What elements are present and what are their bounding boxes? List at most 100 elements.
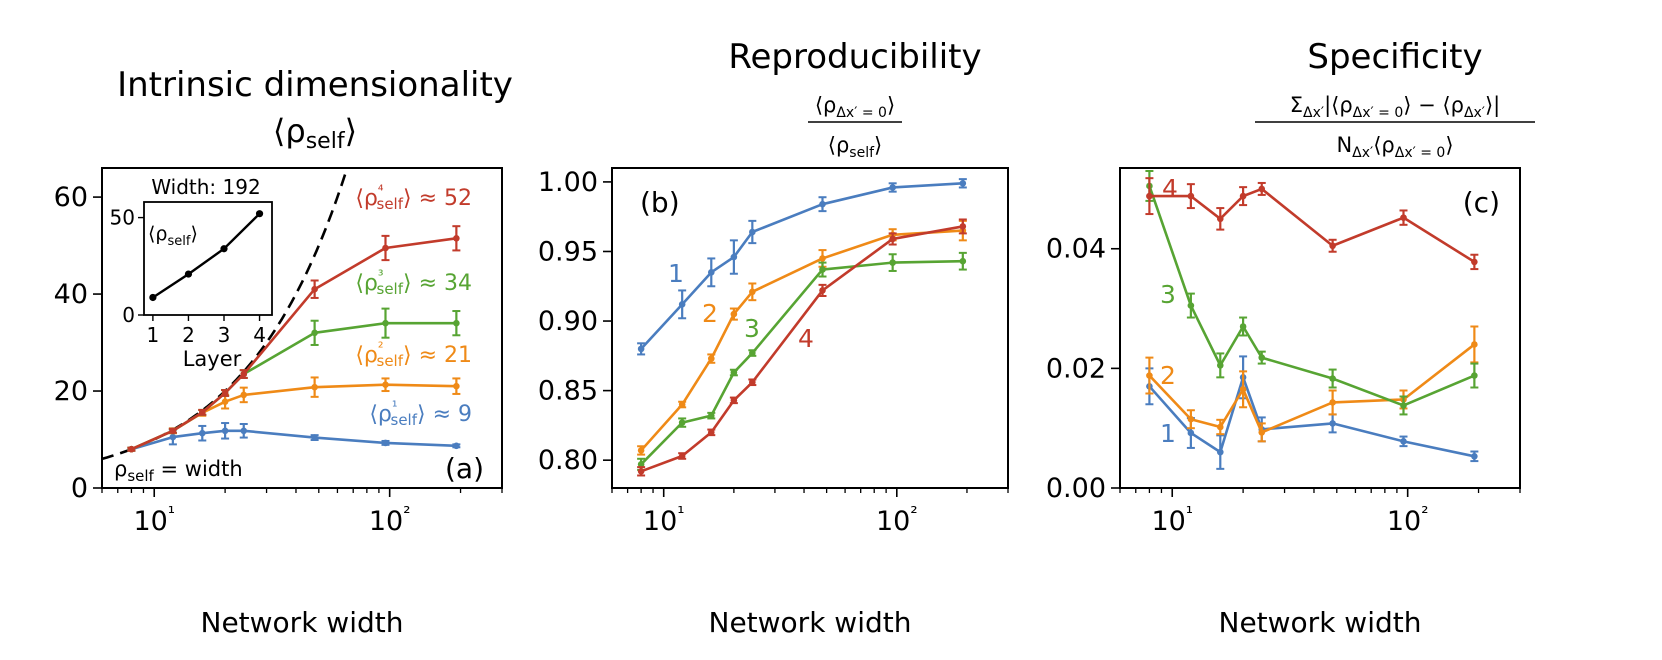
- series-label-4: 4: [798, 324, 814, 353]
- inset-point: [220, 245, 228, 253]
- data-point: [819, 200, 826, 208]
- data-point: [707, 412, 715, 419]
- data-point: [221, 427, 229, 435]
- inset-line: [152, 212, 261, 299]
- inset: 1 2 3 4 0 50 Width: 192 Layer ⟨ρself⟩: [110, 175, 273, 371]
- series-label-1: 1: [1160, 419, 1176, 448]
- data-point: [749, 349, 756, 357]
- panel-b-formula-numerator: ⟨ρΔx′ = 0⟩: [815, 93, 895, 121]
- panel-label: (a): [445, 452, 484, 485]
- data-point: [1239, 192, 1247, 200]
- data-point: [311, 383, 318, 391]
- data-point: [1187, 429, 1195, 437]
- data-point: [889, 235, 896, 243]
- data-point: [169, 427, 177, 435]
- y-tick-label: 0.80: [538, 445, 598, 476]
- panel-c-formula-denominator: NΔx′⟨ρΔx′ = 0⟩: [1336, 133, 1453, 161]
- plot-area: [637, 178, 967, 477]
- data-point: [1471, 452, 1478, 460]
- data-point: [1216, 423, 1224, 431]
- data-point: [678, 419, 686, 426]
- series-label-2: 2: [702, 299, 718, 328]
- inset-x-tick-label: 3: [218, 323, 231, 347]
- series-line-4: [130, 237, 457, 451]
- data-point: [959, 180, 967, 187]
- series-label-4: ⟨ρ⁴ self⟩ ≈ 52: [355, 183, 472, 213]
- inset-point: [184, 270, 193, 278]
- x-axis-label: Network width: [1219, 606, 1422, 639]
- data-point: [749, 228, 756, 236]
- series-line-4: [1149, 187, 1476, 264]
- data-point: [1400, 214, 1407, 221]
- data-point: [1216, 448, 1224, 456]
- x-tick-label: 10¹: [1151, 503, 1193, 537]
- series-line-1: [131, 429, 457, 451]
- series-line-1: [1148, 376, 1475, 458]
- panel-b-title: Reproducibility: [728, 37, 981, 77]
- data-point: [959, 257, 967, 265]
- data-point: [730, 369, 738, 376]
- data-point: [1471, 341, 1478, 348]
- data-point: [382, 439, 389, 447]
- panel-label: (b): [640, 186, 680, 219]
- data-point: [819, 255, 826, 262]
- x-tick-label: 10²: [1387, 503, 1429, 537]
- series-line-2: [1148, 343, 1476, 434]
- axes-frame: [1119, 167, 1521, 489]
- data-point: [1239, 323, 1247, 330]
- data-point: [1400, 402, 1407, 409]
- data-point: [1146, 192, 1153, 200]
- series-label-4: 4: [1162, 174, 1178, 203]
- panel-a-subtitle: ⟨ρself⟩: [273, 112, 357, 154]
- x-tick-label: 10¹: [643, 503, 685, 537]
- data-point: [1329, 375, 1336, 382]
- y-tick-label: 40: [54, 279, 88, 310]
- data-point: [221, 398, 229, 405]
- data-point: [1471, 258, 1478, 266]
- data-point: [311, 285, 318, 293]
- data-point: [453, 319, 460, 327]
- data-point: [1146, 372, 1153, 379]
- data-point: [637, 447, 645, 454]
- data-point: [678, 452, 686, 460]
- data-point: [311, 434, 318, 441]
- inset-x-tick-label: 4: [253, 323, 266, 347]
- data-point: [1187, 302, 1195, 309]
- series-line-1: [640, 182, 963, 350]
- y-tick-label: 60: [54, 182, 88, 213]
- data-point: [637, 461, 645, 468]
- series-line-3: [640, 259, 963, 466]
- inset-y-tick-label: 50: [110, 206, 135, 230]
- inset-y-label: ⟨ρself⟩: [148, 223, 198, 249]
- panel-b-titles: Reproducibility ⟨ρΔx′ = 0⟩ ⟨ρself⟩: [728, 37, 981, 161]
- series-label-1: 1: [668, 259, 684, 288]
- data-point: [453, 382, 460, 390]
- data-point: [382, 381, 389, 389]
- panel-c-formula-numerator: ΣΔx′|⟨ρΔx′ = 0⟩ − ⟨ρΔx′⟩|: [1290, 93, 1501, 121]
- data-point: [678, 401, 686, 408]
- data-point: [311, 329, 318, 337]
- data-point: [749, 288, 756, 296]
- data-point: [1239, 386, 1247, 393]
- x-tick-label: 10²: [369, 503, 411, 537]
- x-axis-label: Network width: [709, 606, 912, 639]
- data-point: [1329, 420, 1336, 427]
- data-point: [453, 235, 460, 242]
- data-point: [1329, 399, 1336, 406]
- data-point: [1329, 242, 1336, 250]
- data-point: [1187, 415, 1195, 423]
- data-point: [819, 287, 826, 294]
- data-point: [889, 259, 896, 266]
- inset-x-tick-label: 1: [147, 323, 160, 347]
- series-line-2: [640, 229, 963, 452]
- y-tick-label: 0.02: [1046, 353, 1106, 384]
- y-tick-label: 0.90: [538, 306, 598, 337]
- y-tick-label: 0.04: [1046, 234, 1106, 265]
- series-label-1: ⟨ρ¹ self⟩ ≈ 9: [369, 399, 472, 429]
- panel-a-titles: Intrinsic dimensionality ⟨ρself⟩: [117, 65, 513, 154]
- data-point: [221, 389, 229, 397]
- inset-title: Width: 192: [151, 175, 260, 199]
- data-point: [453, 442, 460, 450]
- data-point: [1258, 185, 1266, 193]
